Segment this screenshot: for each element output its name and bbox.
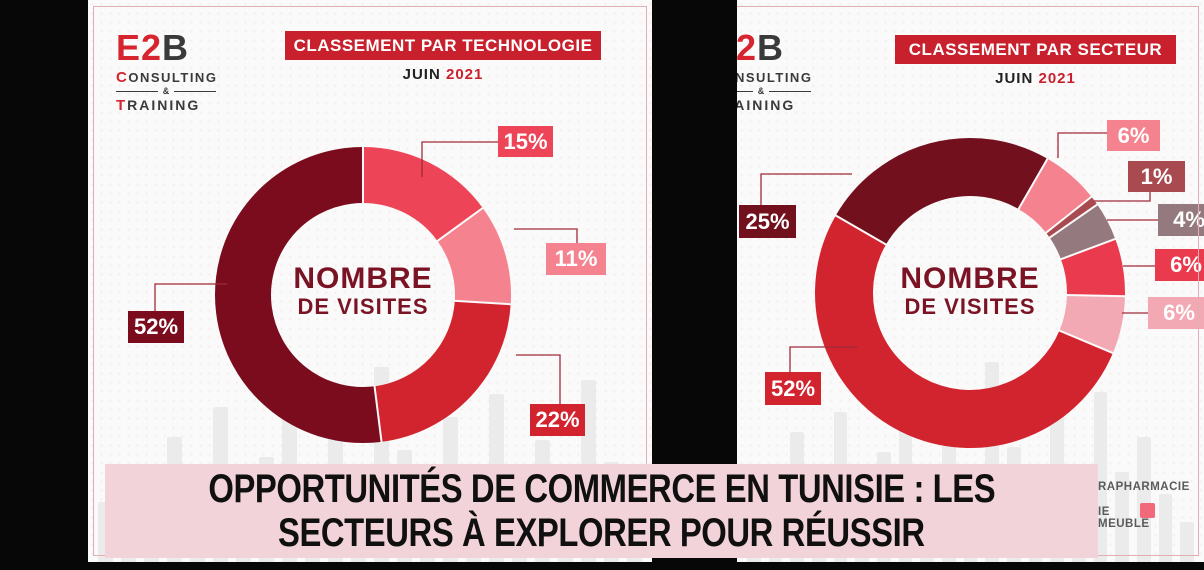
connector-22 — [516, 354, 561, 404]
header-title-right: CLASSEMENT PAR SECTEUR — [895, 35, 1176, 64]
donut-chart-secteur — [760, 132, 1158, 448]
header-date-left: JUIN 2021 — [402, 66, 484, 83]
connector-52r — [789, 346, 858, 372]
e2b-logo-right: E2B CONSULTING & TRAINING — [737, 30, 811, 113]
logo-training: TRAINING — [737, 97, 796, 113]
logo-wordmark: E2B — [116, 27, 190, 68]
label-6pct-c: 6% — [1148, 297, 1204, 329]
header-date-right: JUIN 2021 — [995, 70, 1076, 87]
label-52pct: 52% — [128, 311, 184, 343]
center-label-right: NOMBRE DE VISITES — [900, 262, 1040, 319]
logo-ampersand: & — [116, 87, 216, 96]
connector-15 — [421, 141, 498, 177]
label-25pct: 25% — [739, 205, 796, 238]
logo-consulting: CONSULTING — [737, 70, 813, 85]
banner-line1: OPPORTUNITÉS DE COMMERCE EN TUNISIE : LE… — [208, 467, 995, 511]
legend-row-parapharmacie: RAPHARMACIE — [1098, 481, 1190, 493]
label-1pct: 1% — [1128, 161, 1185, 192]
label-4pct: 4% — [1158, 204, 1204, 236]
connector-1 — [1094, 192, 1151, 202]
donut-chart-technologie — [154, 141, 578, 443]
label-52pct-r: 52% — [765, 372, 821, 405]
connector-6a — [1057, 132, 1107, 158]
logo-wordmark: E2B — [737, 27, 785, 68]
label-6pct-a: 6% — [1107, 120, 1160, 151]
e2b-logo-left: E2B CONSULTING & TRAINING — [116, 27, 218, 114]
banner-line2: SECTEURS À EXPLORER POUR RÉUSSIR — [278, 511, 925, 555]
logo-ampersand: & — [737, 87, 811, 96]
center-label-left: NOMBRE DE VISITES — [293, 262, 433, 319]
bottom-title-banner: OPPORTUNITÉS DE COMMERCE EN TUNISIE : LE… — [105, 464, 1098, 558]
label-22pct: 22% — [530, 404, 585, 436]
logo-training: TRAINING — [116, 97, 201, 114]
header-title-left: CLASSEMENT PAR TECHNOLOGIE — [285, 31, 601, 60]
legend-row-meuble: IE MEUBLE — [1098, 503, 1204, 530]
label-11pct: 11% — [546, 243, 606, 275]
logo-consulting: CONSULTING — [116, 69, 218, 86]
connector-11 — [514, 228, 578, 243]
label-15pct: 15% — [498, 126, 553, 157]
label-6pct-b: 6% — [1155, 249, 1204, 281]
connector-25 — [760, 173, 852, 205]
legend-swatch-meuble-icon — [1139, 503, 1155, 518]
connector-52 — [154, 283, 227, 311]
